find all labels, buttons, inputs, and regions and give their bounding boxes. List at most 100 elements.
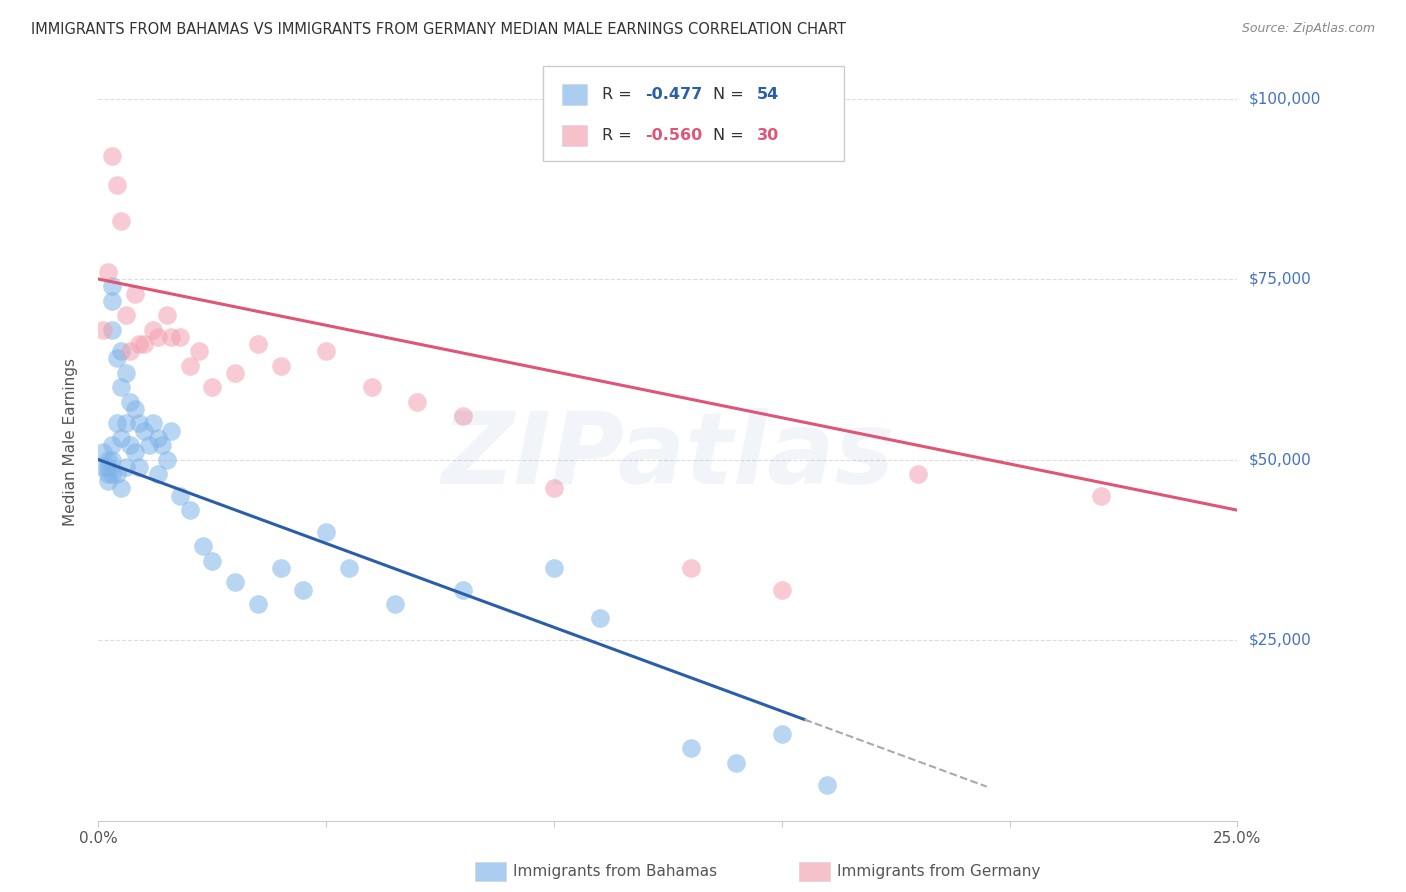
Text: N =: N =: [713, 87, 749, 102]
Point: [124, 402, 146, 417]
Point: [96, 475, 118, 489]
Point: [132, 337, 155, 351]
Text: IMMIGRANTS FROM BAHAMAS VS IMMIGRANTS FROM GERMANY MEDIAN MALE EARNINGS CORRELAT: IMMIGRANTS FROM BAHAMAS VS IMMIGRANTS FR…: [31, 22, 846, 37]
Text: R =: R =: [602, 128, 637, 143]
Point: [128, 459, 150, 474]
Point: [101, 467, 124, 481]
Point: [114, 417, 136, 431]
Point: [315, 344, 337, 359]
Point: [169, 330, 191, 344]
Point: [105, 351, 128, 366]
Point: [543, 561, 565, 575]
Point: [451, 582, 474, 597]
Point: [679, 561, 702, 575]
Point: [110, 344, 132, 359]
Point: [406, 394, 429, 409]
Text: ZIPatlas: ZIPatlas: [441, 409, 894, 505]
Point: [120, 438, 142, 452]
Text: R =: R =: [602, 87, 637, 102]
Point: [1090, 489, 1112, 503]
Point: [907, 467, 929, 481]
Text: Source: ZipAtlas.com: Source: ZipAtlas.com: [1241, 22, 1375, 36]
Point: [120, 394, 142, 409]
Point: [679, 741, 702, 756]
Point: [224, 575, 246, 590]
Point: [114, 459, 136, 474]
Point: [337, 561, 360, 575]
Text: $50,000: $50,000: [1249, 452, 1312, 467]
FancyBboxPatch shape: [562, 84, 586, 105]
Point: [384, 597, 406, 611]
Point: [142, 323, 165, 337]
Point: [146, 330, 169, 344]
Point: [110, 431, 132, 445]
Point: [201, 554, 224, 568]
Point: [105, 467, 128, 481]
Point: [96, 265, 118, 279]
Point: [160, 330, 183, 344]
Point: [120, 344, 142, 359]
Text: -0.560: -0.560: [645, 128, 703, 143]
Point: [132, 424, 155, 438]
Text: Immigrants from Germany: Immigrants from Germany: [837, 864, 1040, 879]
Point: [292, 582, 315, 597]
Point: [105, 178, 128, 193]
Point: [101, 293, 124, 308]
Point: [101, 149, 124, 163]
Point: [96, 467, 118, 481]
Point: [101, 279, 124, 293]
Point: [101, 452, 124, 467]
Text: $75,000: $75,000: [1249, 271, 1312, 286]
Point: [315, 524, 337, 539]
Point: [725, 756, 748, 770]
Y-axis label: Median Male Earnings: Median Male Earnings: [63, 358, 77, 525]
Point: [128, 417, 150, 431]
Point: [101, 438, 124, 452]
Point: [110, 214, 132, 228]
Point: [246, 337, 269, 351]
Point: [169, 489, 191, 503]
Point: [770, 727, 793, 741]
Point: [224, 366, 246, 380]
Point: [142, 417, 165, 431]
Point: [360, 380, 382, 394]
Point: [110, 380, 132, 394]
Point: [138, 438, 160, 452]
Text: 30: 30: [756, 128, 779, 143]
Text: 54: 54: [756, 87, 779, 102]
Point: [156, 308, 179, 322]
Point: [201, 380, 224, 394]
Text: -0.477: -0.477: [645, 87, 703, 102]
Point: [770, 582, 793, 597]
Point: [124, 445, 146, 459]
Point: [815, 778, 838, 792]
Point: [128, 337, 150, 351]
Point: [270, 561, 292, 575]
Point: [270, 359, 292, 373]
FancyBboxPatch shape: [543, 66, 845, 161]
Point: [150, 438, 173, 452]
Text: N =: N =: [713, 128, 749, 143]
Point: [110, 482, 132, 496]
Point: [451, 409, 474, 424]
Point: [105, 417, 128, 431]
Point: [96, 452, 118, 467]
Point: [187, 344, 209, 359]
Point: [543, 482, 565, 496]
Text: Immigrants from Bahamas: Immigrants from Bahamas: [513, 864, 717, 879]
Point: [91, 445, 114, 459]
Text: $25,000: $25,000: [1249, 632, 1312, 648]
Text: $100,000: $100,000: [1249, 91, 1322, 106]
Point: [193, 539, 215, 553]
Point: [124, 286, 146, 301]
Point: [91, 459, 114, 474]
Point: [96, 459, 118, 474]
Point: [156, 452, 179, 467]
Point: [101, 323, 124, 337]
Point: [179, 359, 201, 373]
Point: [114, 366, 136, 380]
Point: [146, 467, 169, 481]
Point: [91, 323, 114, 337]
Point: [246, 597, 269, 611]
Point: [114, 308, 136, 322]
